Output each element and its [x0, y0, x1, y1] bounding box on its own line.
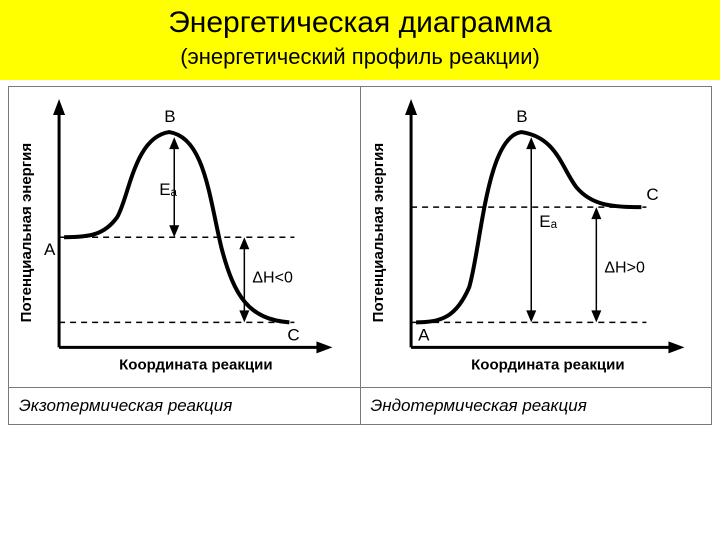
y-axis-label: Потенциальная энергия: [18, 143, 35, 322]
dh-label: ΔH>0: [604, 258, 645, 276]
point-c: C: [287, 325, 299, 344]
x-axis-label: Координата реакции: [471, 356, 624, 373]
page-title: Энергетическая диаграмма: [4, 6, 716, 40]
diagram-panels: Потенциальная энергия Координата реакции…: [8, 86, 712, 388]
captions-row: Экзотермическая реакция Эндотермическая …: [8, 388, 712, 425]
point-b: B: [516, 107, 527, 126]
left-panel: Потенциальная энергия Координата реакции…: [9, 87, 360, 387]
header: Энергетическая диаграмма (энергетический…: [0, 0, 720, 80]
right-caption: Эндотермическая реакция: [360, 388, 712, 424]
ea-label: Eₐ: [539, 212, 557, 231]
point-b: B: [164, 107, 175, 126]
point-a: A: [418, 325, 430, 344]
y-axis-label: Потенциальная энергия: [370, 143, 387, 322]
energy-curve: [416, 132, 641, 322]
exothermic-diagram: Потенциальная энергия Координата реакции…: [9, 87, 360, 387]
left-caption: Экзотермическая реакция: [9, 388, 360, 424]
dh-label: ΔH<0: [252, 268, 293, 286]
endothermic-diagram: Потенциальная энергия Координата реакции…: [361, 87, 712, 387]
right-panel: Потенциальная энергия Координата реакции…: [360, 87, 712, 387]
ea-label: Eₐ: [159, 180, 177, 199]
page: Энергетическая диаграмма (энергетический…: [0, 0, 720, 540]
x-axis-label: Координата реакции: [119, 356, 272, 373]
page-subtitle: (энергетический профиль реакции): [4, 44, 716, 70]
point-a: A: [44, 240, 56, 259]
point-c: C: [646, 185, 658, 204]
